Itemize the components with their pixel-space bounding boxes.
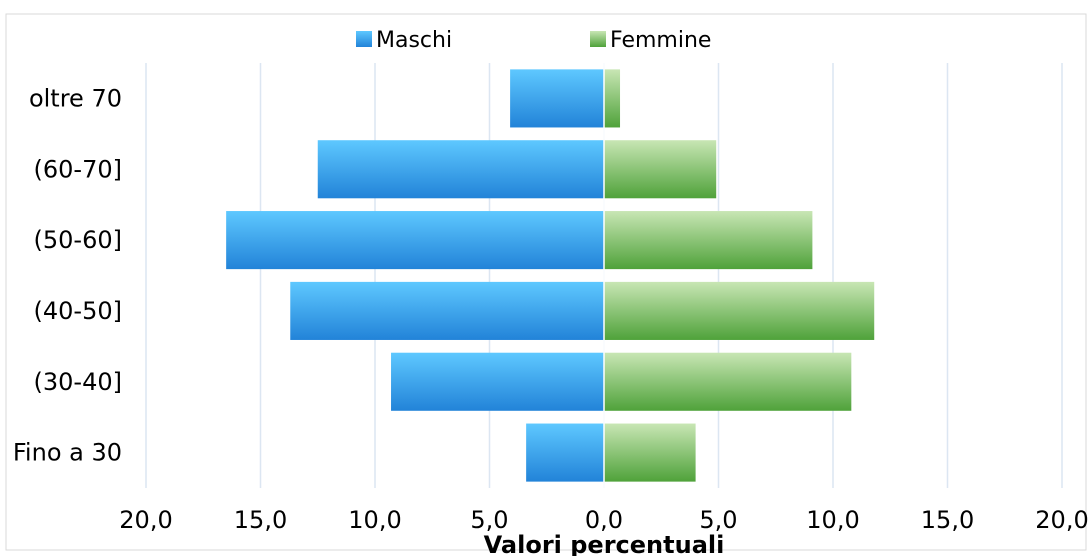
- bar-femmine: [604, 281, 875, 340]
- category-label: (60-70]: [34, 155, 122, 183]
- legend-label-maschi: Maschi: [376, 28, 452, 53]
- chart-border: [5, 13, 1087, 551]
- bar-maschi: [526, 423, 604, 482]
- x-tick-label: 0,0: [585, 506, 623, 534]
- x-tick-label: 20,0: [1035, 506, 1088, 534]
- legend-label-femmine: Femmine: [610, 28, 711, 53]
- category-label: Fino a 30: [13, 439, 122, 467]
- legend-swatch-maschi: [356, 31, 372, 47]
- bar-maschi: [226, 211, 604, 270]
- bar-maschi: [317, 140, 604, 199]
- x-tick-label: 10,0: [806, 506, 859, 534]
- bar-femmine: [604, 69, 621, 128]
- x-tick-label: 5,0: [470, 506, 508, 534]
- legend-swatch-femmine: [590, 31, 606, 47]
- x-axis-title: Valori percentuali: [484, 531, 725, 556]
- bar-femmine: [604, 140, 717, 199]
- category-label: (30-40]: [34, 368, 122, 396]
- bar-femmine: [604, 352, 852, 411]
- x-tick-label: 10,0: [348, 506, 401, 534]
- category-label: (40-50]: [34, 297, 122, 325]
- bar-maschi: [391, 352, 604, 411]
- x-tick-label: 20,0: [119, 506, 172, 534]
- category-label: oltre 70: [29, 84, 122, 112]
- x-tick-label: 15,0: [921, 506, 974, 534]
- bar-femmine: [604, 211, 813, 270]
- x-tick-label: 15,0: [234, 506, 287, 534]
- bar-femmine: [604, 423, 696, 482]
- bar-maschi: [510, 69, 604, 128]
- x-tick-label: 5,0: [699, 506, 737, 534]
- category-label: (50-60]: [34, 226, 122, 254]
- bar-maschi: [290, 281, 604, 340]
